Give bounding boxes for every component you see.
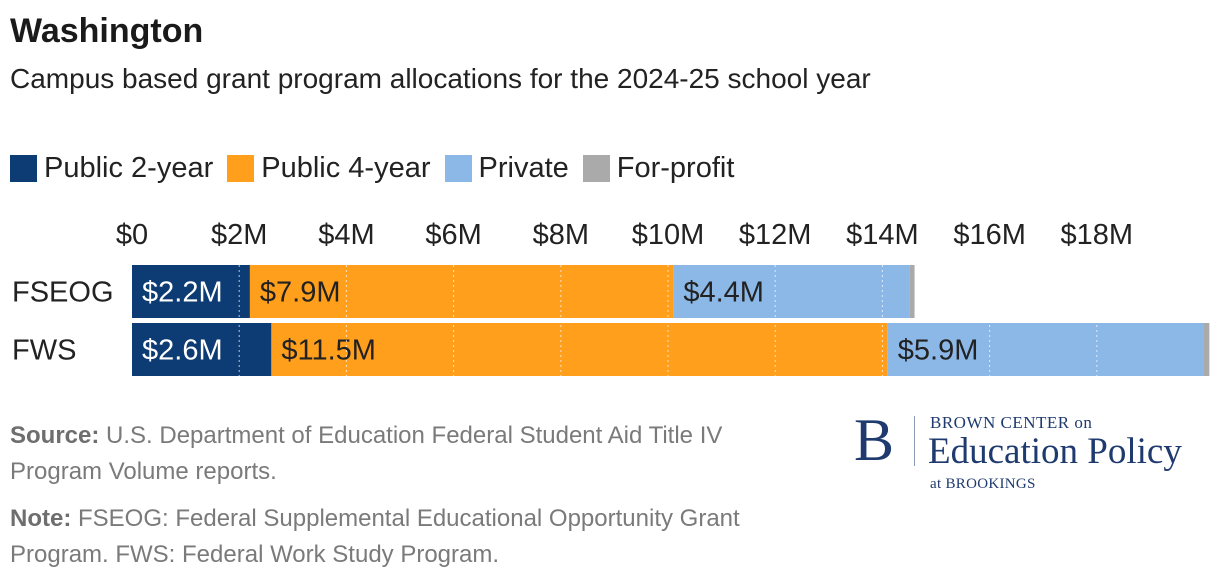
logo-mark: B [854, 407, 895, 473]
x-tick-label: $18M [1061, 219, 1134, 251]
legend-label-for-profit: For-profit [616, 152, 735, 184]
legend-label-private: Private [478, 152, 569, 184]
stacked-bar-chart: $0 $2M $4M $6M $8M $10M $12M $14M $16M $18M FSEOG $… [12, 219, 1210, 376]
bar-segment [132, 323, 272, 376]
x-tick-label: $0 [116, 219, 148, 251]
bar-segment [271, 323, 888, 376]
source-label: Source: [10, 422, 100, 449]
bar-segment [673, 265, 910, 318]
data-label: $5.9M [898, 335, 979, 367]
bar-segment [909, 265, 915, 318]
logo-line-1: BROWN CENTER on [930, 413, 1093, 432]
footnote: Note: FSEOG: Federal Supplemental Educat… [10, 501, 810, 573]
x-tick-label: $14M [846, 219, 919, 251]
legend-swatch-public-2-year [10, 155, 37, 182]
x-tick-label: $16M [953, 219, 1026, 251]
logo-divider [914, 416, 915, 466]
legend-item-public-4-year: Public 4-year [227, 152, 431, 185]
legend-label-public-4-year: Public 4-year [261, 152, 431, 184]
bar-segment [887, 323, 1204, 376]
logo-line-2: Education Policy [928, 431, 1182, 472]
data-label: $7.9M [260, 277, 341, 309]
brookings-logo: B BROWN CENTER on Education Policy at BR… [850, 407, 1215, 498]
x-tick-label: $2M [211, 219, 267, 251]
x-tick-label: $8M [533, 219, 589, 251]
source-text: U.S. Department of Education Federal Stu… [10, 422, 723, 485]
legend-item-private: Private [444, 152, 569, 185]
x-tick-label: $12M [739, 219, 812, 251]
bar-segment [132, 265, 250, 318]
category-label: FWS [12, 335, 76, 367]
x-tick-label: $6M [425, 219, 481, 251]
logo-line-3: at BROOKINGS [930, 476, 1036, 492]
legend-swatch-public-4-year [227, 155, 255, 182]
data-label: $11.5M [281, 335, 376, 367]
source-note: Source: U.S. Department of Education Fed… [10, 418, 810, 490]
legend-item-public-2-year: Public 2-year [10, 152, 213, 185]
note-text: FSEOG: Federal Supplemental Educational … [10, 505, 740, 568]
note-label: Note: [10, 505, 72, 532]
data-label: $4.4M [683, 277, 764, 309]
legend-item-for-profit: For-profit [582, 152, 735, 185]
bar-segment [249, 265, 674, 318]
data-label: $2.6M [142, 335, 223, 367]
x-tick-label: $10M [632, 219, 705, 251]
chart-subtitle: Campus based grant program allocations f… [10, 63, 871, 94]
legend-swatch-for-profit [582, 155, 610, 182]
chart-title: Washington [10, 12, 204, 50]
category-label: FSEOG [12, 277, 114, 309]
data-label: $2.2M [142, 277, 223, 309]
legend: Public 2-year Public 4-year Private For-… [10, 152, 748, 185]
legend-label-public-2-year: Public 2-year [44, 152, 214, 184]
bar-segment [1204, 323, 1210, 376]
x-tick-label: $4M [318, 219, 374, 251]
legend-swatch-private [444, 155, 472, 182]
